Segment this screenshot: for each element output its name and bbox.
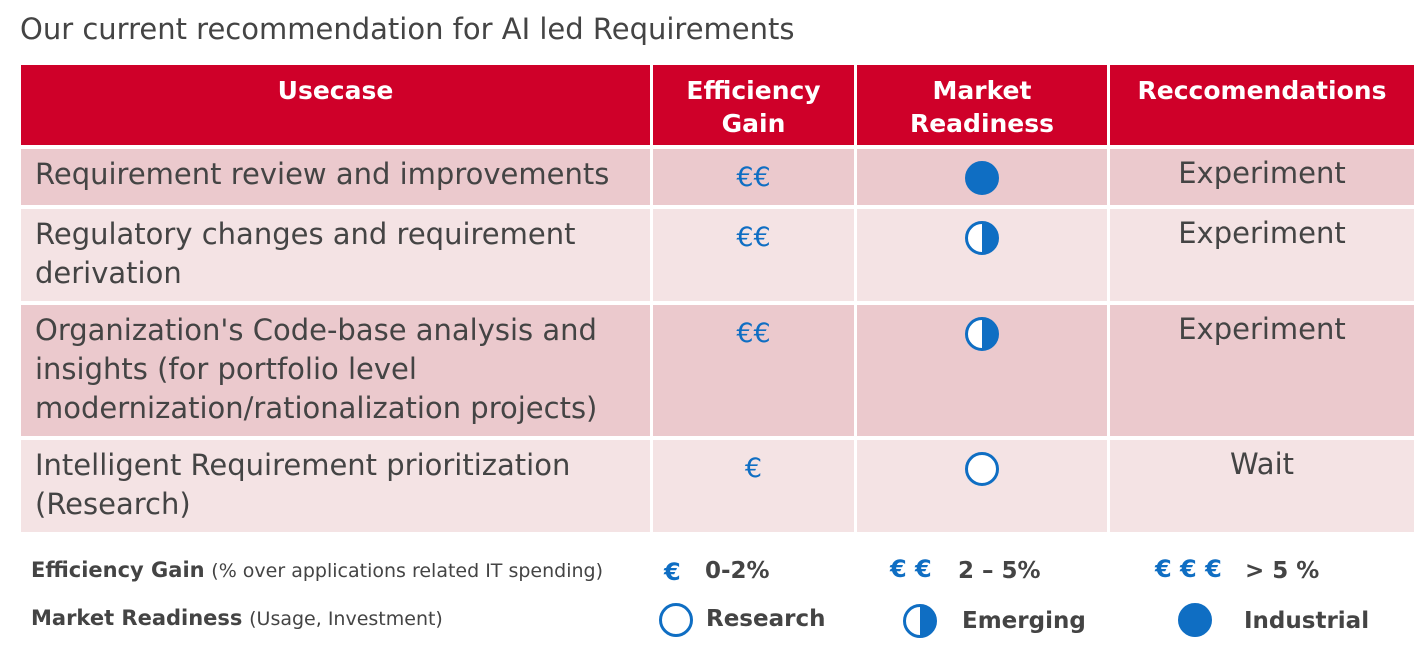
euro-icon: € € xyxy=(890,555,932,583)
readiness-cell xyxy=(857,305,1107,436)
legend-efficiency-label: Efficiency Gain (% over applications rel… xyxy=(31,558,603,582)
legend-efficiency-level: > 5 % xyxy=(1245,558,1320,584)
table-row-usecase: Requirement review and improvements xyxy=(21,149,650,205)
page-title: Our current recommendation for AI led Re… xyxy=(20,12,795,46)
table-row-usecase: Organization's Code-base analysis and in… xyxy=(21,305,650,436)
euro-icon: € xyxy=(664,558,681,586)
recommendation-cell: Experiment xyxy=(1110,209,1414,301)
table-row-usecase: Intelligent Requirement prioritization (… xyxy=(21,440,650,532)
header-recommendations: Reccomendations xyxy=(1110,65,1414,145)
header-usecase: Usecase xyxy=(21,65,650,145)
header-efficiency-gain: Efficiency Gain xyxy=(653,65,854,145)
legend-efficiency-sub: (% over applications related IT spending… xyxy=(211,560,603,582)
legend-readiness-sub: (Usage, Investment) xyxy=(249,608,443,630)
emerging-half-circle-icon xyxy=(965,317,999,351)
legend-readiness-title: Market Readiness xyxy=(31,606,243,630)
industrial-full-circle-icon xyxy=(1178,603,1212,637)
recommendation-cell: Wait xyxy=(1110,440,1414,532)
recommendation-table: Usecase Efficiency Gain Market Readiness… xyxy=(21,65,1414,532)
legend-readiness-level: Industrial xyxy=(1244,608,1370,634)
emerging-half-circle-icon xyxy=(903,604,937,638)
efficiency-euro-icon: €€ xyxy=(653,149,854,205)
efficiency-euro-icon: €€ xyxy=(653,305,854,436)
recommendation-cell: Experiment xyxy=(1110,149,1414,205)
euro-icon: € € € xyxy=(1155,555,1222,583)
table-row-usecase: Regulatory changes and requirement deriv… xyxy=(21,209,650,301)
legend-readiness-label: Market Readiness (Usage, Investment) xyxy=(31,606,443,630)
header-market-readiness: Market Readiness xyxy=(857,65,1107,145)
legend-efficiency-title: Efficiency Gain xyxy=(31,558,205,582)
readiness-cell xyxy=(857,209,1107,301)
research-empty-circle-icon xyxy=(659,603,693,637)
legend-efficiency-level: 0-2% xyxy=(705,558,770,584)
research-empty-circle-icon xyxy=(965,452,999,486)
readiness-cell xyxy=(857,149,1107,205)
legend-efficiency-level: 2 – 5% xyxy=(958,558,1041,584)
recommendation-cell: Experiment xyxy=(1110,305,1414,436)
readiness-cell xyxy=(857,440,1107,532)
legend-readiness-level: Research xyxy=(706,606,826,632)
industrial-full-circle-icon xyxy=(965,161,999,195)
legend-readiness-level: Emerging xyxy=(962,608,1086,634)
efficiency-euro-icon: € xyxy=(653,440,854,532)
efficiency-euro-icon: €€ xyxy=(653,209,854,301)
emerging-half-circle-icon xyxy=(965,221,999,255)
